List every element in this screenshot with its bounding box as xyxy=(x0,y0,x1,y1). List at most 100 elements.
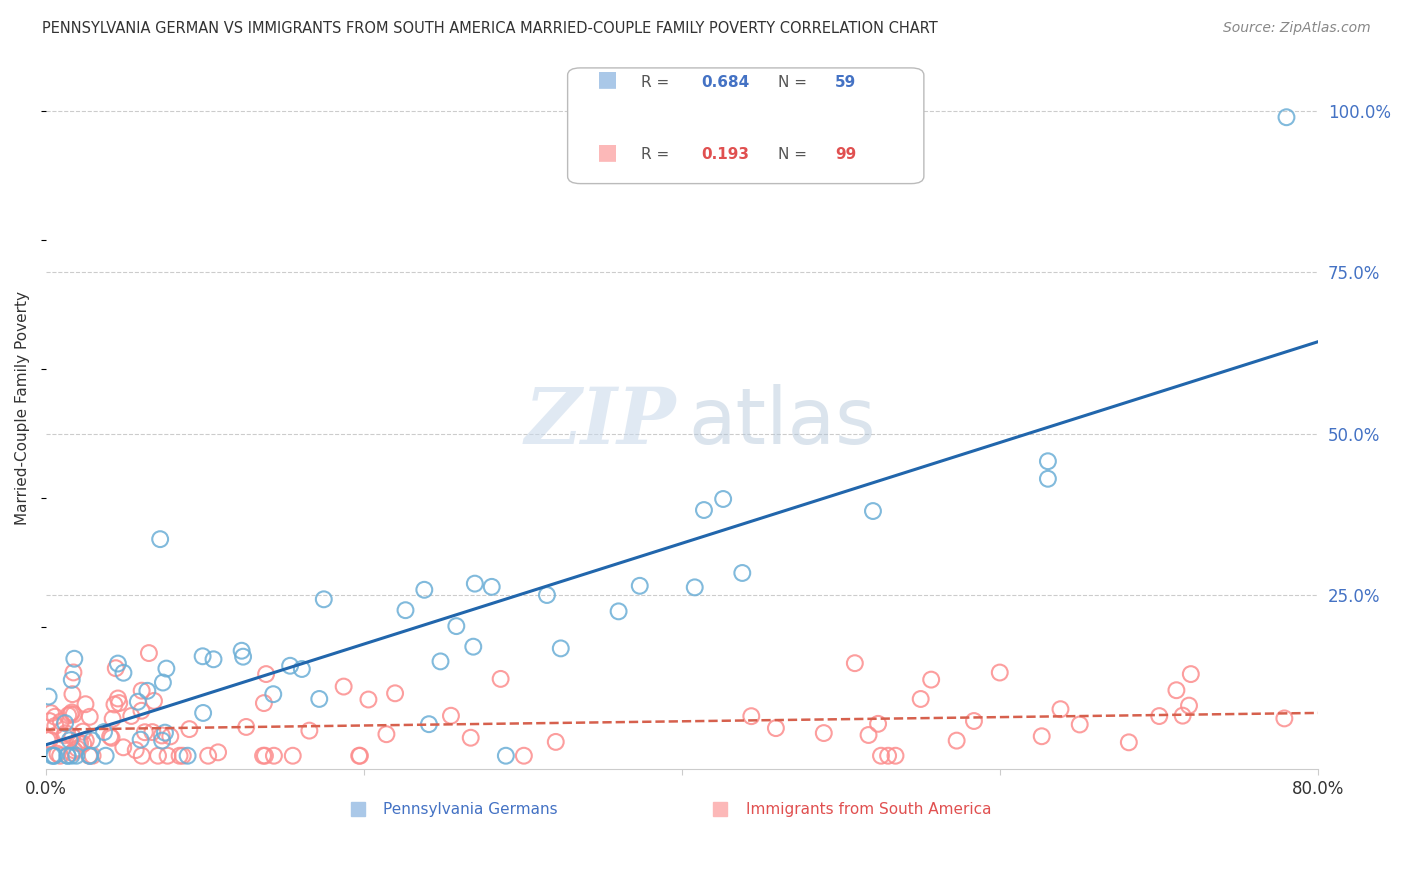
Point xyxy=(877,748,900,763)
Point xyxy=(94,748,117,763)
Point xyxy=(37,733,59,747)
Point xyxy=(513,748,536,763)
Point xyxy=(1036,454,1059,468)
Point xyxy=(150,733,173,747)
Point xyxy=(945,733,967,747)
Point xyxy=(55,726,77,740)
Point xyxy=(813,726,835,740)
Point xyxy=(82,748,104,763)
Text: PENNSYLVANIA GERMAN VS IMMIGRANTS FROM SOUTH AMERICA MARRIED-COUPLE FAMILY POVER: PENNSYLVANIA GERMAN VS IMMIGRANTS FROM S… xyxy=(42,21,938,36)
FancyBboxPatch shape xyxy=(568,68,924,184)
Point xyxy=(63,652,86,666)
Point xyxy=(252,748,274,763)
Point xyxy=(60,748,83,763)
Point xyxy=(49,748,72,763)
Point xyxy=(44,748,66,763)
Point xyxy=(202,652,225,666)
Point xyxy=(131,683,153,698)
Point xyxy=(963,714,986,728)
Point xyxy=(489,672,512,686)
Text: ZIP: ZIP xyxy=(524,384,676,460)
Point xyxy=(536,588,558,602)
Point xyxy=(254,667,277,681)
Point xyxy=(112,740,135,755)
Text: R =: R = xyxy=(641,147,675,162)
Text: N =: N = xyxy=(778,75,811,89)
Point xyxy=(191,649,214,664)
Text: R =: R = xyxy=(641,75,675,89)
Point xyxy=(1178,698,1201,713)
Point xyxy=(1166,683,1188,698)
Point xyxy=(868,716,890,731)
Point xyxy=(693,503,716,517)
Point xyxy=(262,687,284,701)
Point xyxy=(150,729,173,743)
Point xyxy=(60,746,83,760)
Text: 0.193: 0.193 xyxy=(702,147,749,162)
Point xyxy=(460,731,482,745)
Point xyxy=(108,696,131,710)
Point xyxy=(263,748,285,763)
Point xyxy=(156,748,179,763)
Point xyxy=(179,722,201,736)
Point xyxy=(59,707,82,722)
Point xyxy=(235,720,257,734)
Point xyxy=(56,748,79,763)
Point xyxy=(844,656,866,670)
Point xyxy=(1036,472,1059,486)
Point xyxy=(308,692,330,706)
Text: ■: ■ xyxy=(598,70,617,89)
Point xyxy=(82,733,104,747)
Point xyxy=(149,532,172,546)
Point xyxy=(41,748,63,763)
Point xyxy=(481,580,503,594)
Point xyxy=(77,748,100,763)
Point xyxy=(75,697,97,711)
Point xyxy=(60,673,83,687)
Point xyxy=(63,743,86,757)
Point xyxy=(66,736,89,750)
Point xyxy=(66,741,89,756)
Point xyxy=(100,731,122,745)
Point xyxy=(253,748,276,763)
Text: 99: 99 xyxy=(835,147,856,162)
Point xyxy=(1272,711,1295,725)
Point xyxy=(38,690,60,704)
Point xyxy=(79,748,101,763)
Point xyxy=(862,504,884,518)
Point xyxy=(429,654,451,668)
Point xyxy=(375,727,398,741)
Point xyxy=(143,694,166,708)
Point xyxy=(72,737,94,751)
Point xyxy=(152,675,174,690)
Point xyxy=(98,730,121,744)
Point xyxy=(278,658,301,673)
Point xyxy=(858,728,880,742)
Point xyxy=(765,721,787,735)
Point xyxy=(53,716,76,731)
Point xyxy=(870,748,893,763)
Point xyxy=(628,579,651,593)
Point xyxy=(440,708,463,723)
Point xyxy=(312,592,335,607)
Point xyxy=(495,748,517,763)
Point xyxy=(103,698,125,712)
Point xyxy=(357,692,380,706)
Point xyxy=(39,732,62,747)
Point xyxy=(75,733,97,747)
Point xyxy=(172,748,194,763)
Text: 0.684: 0.684 xyxy=(702,75,749,89)
Text: N =: N = xyxy=(778,147,811,162)
Point xyxy=(544,735,567,749)
Point xyxy=(60,730,83,744)
Point xyxy=(44,719,66,733)
Point xyxy=(104,661,127,675)
Point xyxy=(60,706,83,720)
Point xyxy=(191,706,214,720)
Point xyxy=(384,686,406,700)
Point xyxy=(253,696,276,710)
Point xyxy=(107,691,129,706)
Point xyxy=(169,748,191,763)
Y-axis label: Married-Couple Family Poverty: Married-Couple Family Poverty xyxy=(15,291,30,524)
Point xyxy=(65,748,87,763)
